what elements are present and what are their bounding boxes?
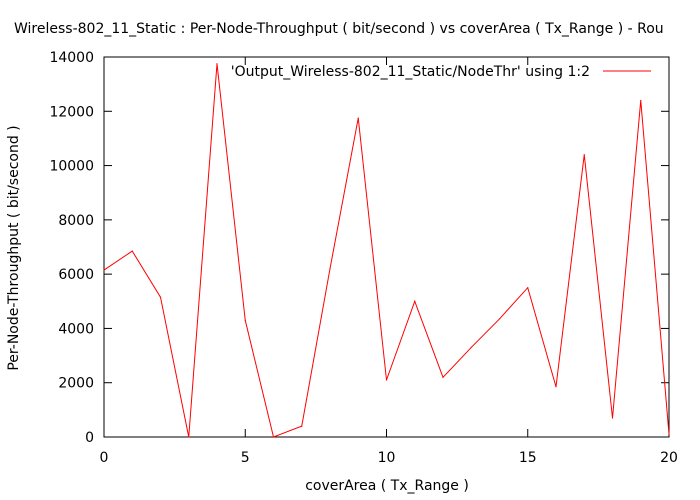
y-tick-label: 2000 <box>58 376 94 392</box>
data-point <box>188 436 190 438</box>
data-point <box>611 417 614 419</box>
data-point <box>555 386 557 388</box>
data-point <box>357 117 359 119</box>
data-point <box>159 296 162 298</box>
data-point <box>527 287 529 289</box>
data-point <box>301 425 303 427</box>
series-line <box>103 63 670 438</box>
data-point <box>583 154 585 156</box>
y-tick-label: 14000 <box>49 50 94 66</box>
data-point <box>385 379 388 381</box>
x-tick-label: 15 <box>519 450 537 466</box>
data-point <box>668 433 670 435</box>
data-point <box>414 300 416 302</box>
y-tick-label: 10000 <box>49 159 94 175</box>
data-point <box>640 99 642 102</box>
data-point <box>244 319 246 321</box>
data-point <box>498 318 501 320</box>
legend: 'Output_Wireless-802_11_Static/NodeThr' … <box>231 64 651 80</box>
y-tick-label: 6000 <box>58 267 94 283</box>
legend-label: 'Output_Wireless-802_11_Static/NodeThr' … <box>231 64 590 80</box>
y-tick-label: 0 <box>85 430 94 446</box>
x-tick-label: 10 <box>378 450 396 466</box>
data-point <box>103 269 105 271</box>
x-tick-label: 20 <box>660 450 678 466</box>
y-tick-label: 12000 <box>49 104 94 120</box>
data-point <box>216 63 218 65</box>
data-point <box>272 436 275 438</box>
chart-title: Wireless-802_11_Static : Per-Node-Throug… <box>14 21 664 37</box>
data-point <box>329 268 331 270</box>
x-axis-label: coverArea ( Tx_Range ) <box>305 478 469 494</box>
data-point <box>442 376 444 378</box>
x-tick-label: 5 <box>241 450 250 466</box>
y-tick-label: 8000 <box>58 213 94 229</box>
y-axis-label: Per-Node-Throughput ( bit/second ) <box>6 125 22 370</box>
y-tick-label: 4000 <box>58 321 94 337</box>
x-tick-label: 0 <box>100 450 109 466</box>
data-point <box>131 250 133 252</box>
data-point <box>470 346 472 349</box>
